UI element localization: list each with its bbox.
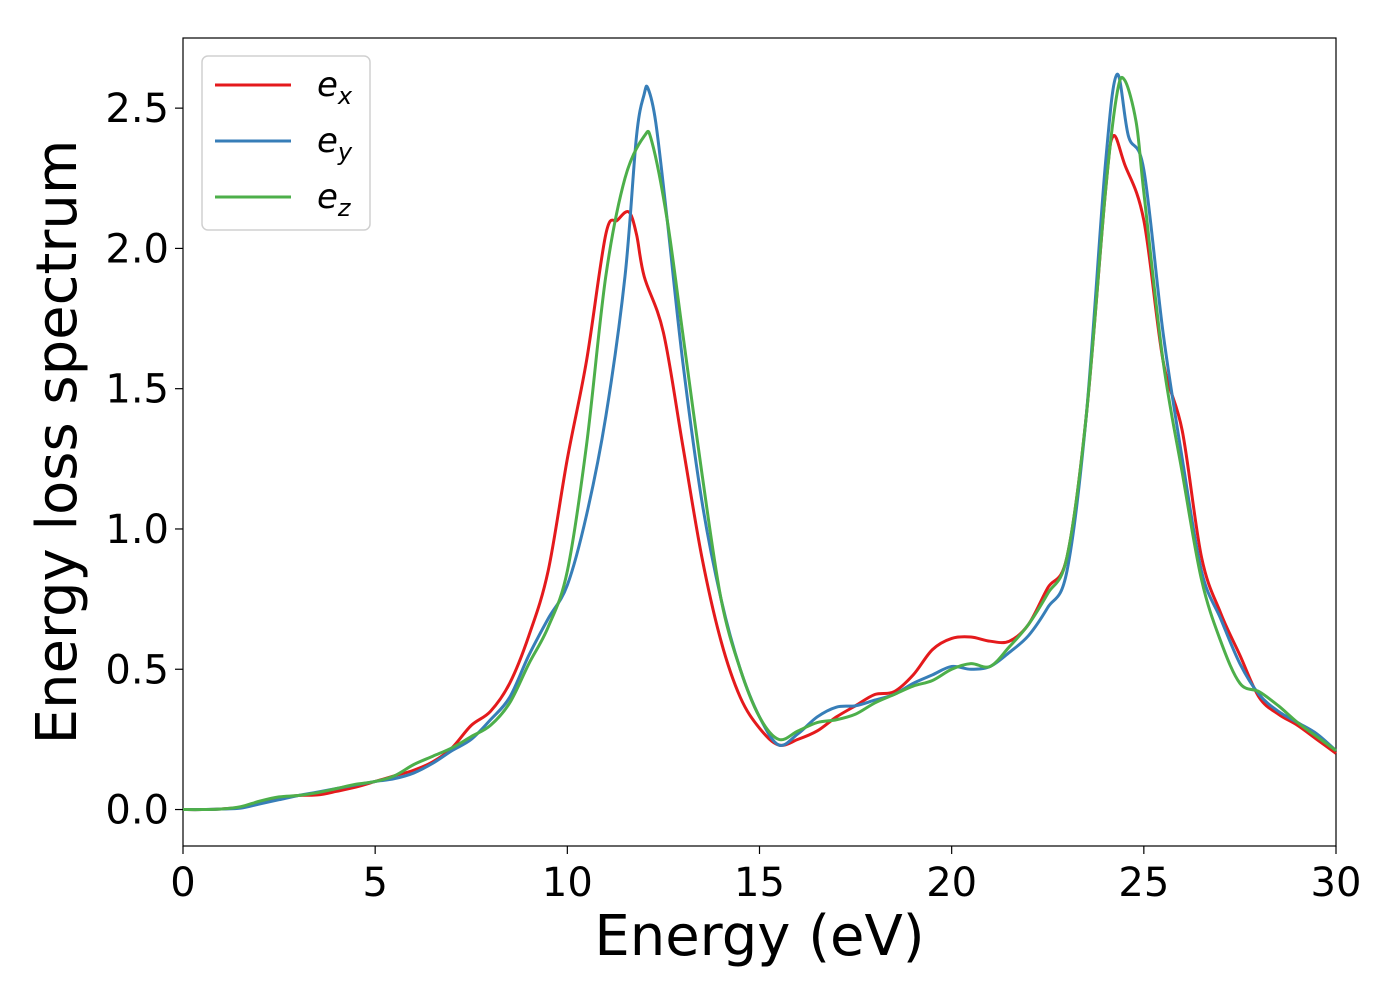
x-axis-title: Energy (eV) — [594, 904, 924, 969]
x-tick-label: 15 — [734, 860, 785, 906]
series-line-e-z — [182, 76, 1337, 812]
y-tick-label: 1.0 — [105, 507, 169, 553]
x-tick-label: 5 — [362, 860, 387, 906]
legend-label-e-x: ex — [317, 65, 353, 110]
y-axis-title: Energy loss spectrum — [25, 140, 90, 745]
x-tick-label: 0 — [170, 860, 195, 906]
legend-box — [201, 55, 371, 231]
y-tick-label: 2.5 — [105, 86, 169, 132]
x-tick-label: 10 — [542, 860, 593, 906]
legend-label-e-y: ey — [317, 121, 353, 166]
x-tick-label: 30 — [1311, 860, 1362, 906]
x-tick-label: 25 — [1118, 860, 1169, 906]
y-axis-ticks: 0.0 0.5 1.0 1.5 2.0 2.5 — [105, 86, 183, 834]
y-tick-label: 2.0 — [105, 226, 169, 272]
x-tick-label: 20 — [926, 860, 977, 906]
y-tick-label: 0.5 — [105, 647, 169, 693]
legend-label-e-z: ez — [317, 177, 352, 222]
y-tick-label: 1.5 — [105, 367, 169, 413]
y-tick-label: 0.0 — [105, 788, 169, 834]
series-layer — [182, 72, 1337, 812]
plot-area — [182, 37, 1337, 847]
legend: ex ey ez — [201, 55, 371, 231]
x-axis-ticks: 0 5 10 15 20 25 30 — [170, 846, 1361, 906]
